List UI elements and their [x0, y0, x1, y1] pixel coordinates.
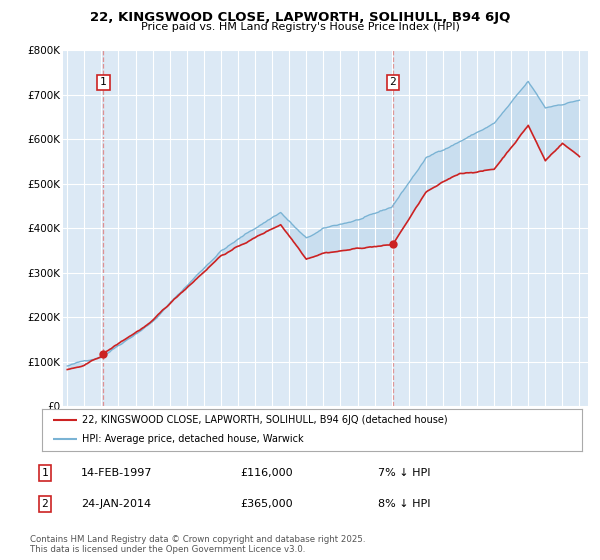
Text: 7% ↓ HPI: 7% ↓ HPI: [378, 468, 431, 478]
Text: 14-FEB-1997: 14-FEB-1997: [81, 468, 152, 478]
Text: Contains HM Land Registry data © Crown copyright and database right 2025.
This d: Contains HM Land Registry data © Crown c…: [30, 535, 365, 554]
Text: 24-JAN-2014: 24-JAN-2014: [81, 499, 151, 509]
Text: Price paid vs. HM Land Registry's House Price Index (HPI): Price paid vs. HM Land Registry's House …: [140, 22, 460, 32]
Text: 1: 1: [41, 468, 49, 478]
Text: 8% ↓ HPI: 8% ↓ HPI: [378, 499, 431, 509]
Text: HPI: Average price, detached house, Warwick: HPI: Average price, detached house, Warw…: [83, 435, 304, 445]
Text: 2: 2: [389, 77, 396, 87]
Text: 1: 1: [100, 77, 107, 87]
Text: £116,000: £116,000: [240, 468, 293, 478]
Text: 2: 2: [41, 499, 49, 509]
Text: £365,000: £365,000: [240, 499, 293, 509]
Text: 22, KINGSWOOD CLOSE, LAPWORTH, SOLIHULL, B94 6JQ (detached house): 22, KINGSWOOD CLOSE, LAPWORTH, SOLIHULL,…: [83, 415, 448, 425]
Text: 22, KINGSWOOD CLOSE, LAPWORTH, SOLIHULL, B94 6JQ: 22, KINGSWOOD CLOSE, LAPWORTH, SOLIHULL,…: [90, 11, 510, 24]
